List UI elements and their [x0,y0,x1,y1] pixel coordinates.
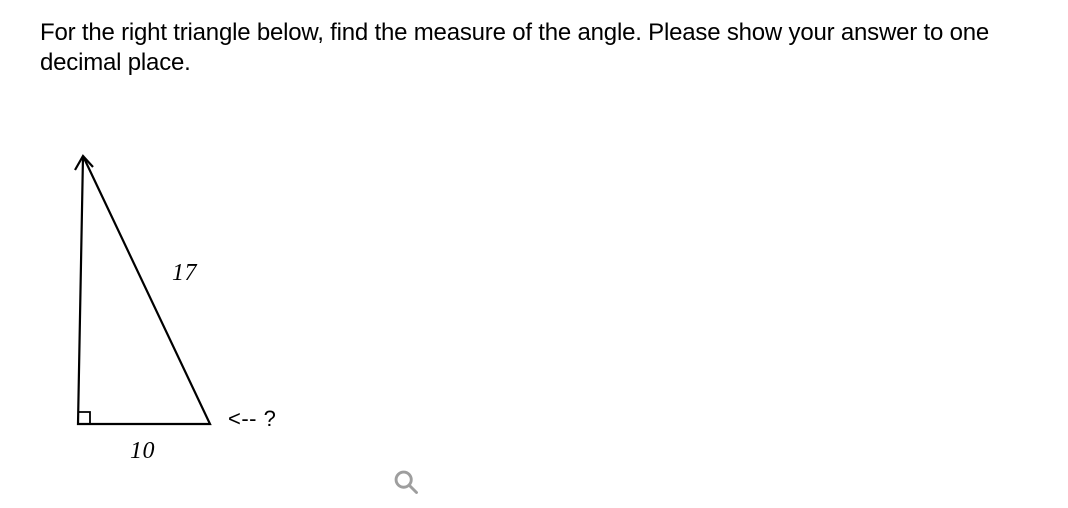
unknown-angle-label: <-- ? [228,406,276,432]
top-arrowhead [75,156,93,170]
right-angle-marker [78,412,90,424]
page-root: For the right triangle below, find the m… [0,0,1068,508]
triangle-svg [60,150,460,490]
question-text: For the right triangle below, find the m… [40,18,1028,78]
search-icon[interactable] [392,468,420,501]
triangle-figure: 17 10 <-- ? [60,150,460,490]
base-label: 10 [130,438,155,465]
triangle-path [78,156,210,424]
hypotenuse-label: 17 [172,260,197,287]
